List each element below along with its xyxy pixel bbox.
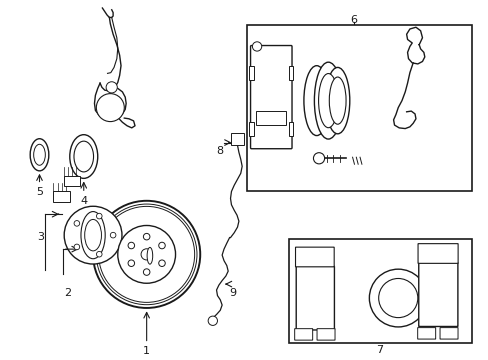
Circle shape — [159, 242, 165, 249]
Text: 3: 3 — [37, 232, 44, 242]
Ellipse shape — [70, 135, 98, 178]
Circle shape — [128, 242, 134, 249]
Circle shape — [96, 94, 124, 122]
Text: 2: 2 — [64, 288, 71, 298]
Bar — [247, 26, 471, 192]
Circle shape — [313, 153, 324, 164]
Circle shape — [74, 221, 80, 226]
Text: 4: 4 — [80, 196, 87, 206]
FancyBboxPatch shape — [417, 244, 457, 263]
FancyBboxPatch shape — [296, 266, 334, 330]
Bar — [288, 239, 471, 343]
FancyBboxPatch shape — [316, 329, 334, 340]
Circle shape — [208, 316, 217, 325]
Text: 7: 7 — [375, 345, 383, 355]
Circle shape — [159, 260, 165, 266]
Bar — [230, 133, 244, 145]
Bar — [249, 122, 253, 136]
FancyBboxPatch shape — [250, 45, 291, 149]
Circle shape — [378, 279, 417, 318]
Bar — [53, 192, 70, 202]
Text: 1: 1 — [143, 346, 150, 356]
Bar — [256, 111, 286, 125]
Circle shape — [96, 213, 102, 219]
Ellipse shape — [328, 77, 346, 124]
Circle shape — [106, 82, 117, 93]
Ellipse shape — [30, 139, 49, 171]
Text: 9: 9 — [229, 288, 236, 298]
Circle shape — [143, 233, 150, 240]
Bar — [288, 66, 293, 80]
Bar — [63, 176, 80, 186]
Ellipse shape — [147, 247, 152, 264]
Bar — [288, 122, 293, 136]
Ellipse shape — [34, 144, 45, 165]
Circle shape — [252, 42, 261, 51]
Circle shape — [74, 244, 80, 250]
FancyBboxPatch shape — [295, 247, 333, 267]
FancyBboxPatch shape — [417, 328, 435, 339]
Ellipse shape — [81, 212, 105, 259]
Circle shape — [64, 206, 122, 264]
FancyBboxPatch shape — [439, 328, 457, 339]
Text: 8: 8 — [216, 146, 223, 156]
Text: 6: 6 — [350, 15, 357, 25]
Ellipse shape — [303, 66, 329, 136]
Circle shape — [93, 201, 200, 308]
FancyBboxPatch shape — [294, 329, 312, 340]
Circle shape — [118, 225, 175, 283]
Ellipse shape — [84, 220, 101, 251]
Ellipse shape — [314, 62, 342, 139]
Circle shape — [128, 260, 134, 266]
Circle shape — [99, 206, 194, 302]
Bar — [249, 66, 253, 80]
Circle shape — [96, 251, 102, 257]
Ellipse shape — [74, 141, 93, 172]
Circle shape — [96, 204, 197, 305]
Circle shape — [143, 269, 150, 275]
Ellipse shape — [318, 73, 338, 128]
FancyBboxPatch shape — [418, 263, 457, 327]
Circle shape — [368, 269, 426, 327]
Text: 5: 5 — [36, 187, 43, 197]
Ellipse shape — [325, 67, 349, 134]
Circle shape — [141, 249, 152, 260]
Circle shape — [110, 232, 116, 238]
